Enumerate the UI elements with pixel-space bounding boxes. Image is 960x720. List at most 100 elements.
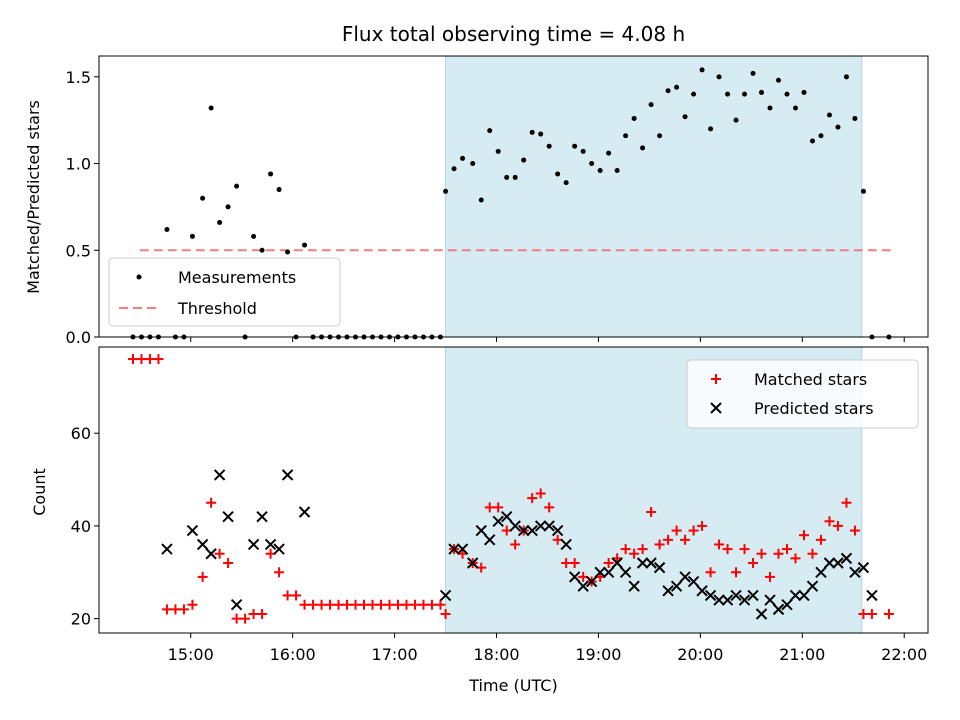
predicted-point (636, 557, 649, 569)
predicted-point-b (273, 543, 285, 555)
predicted-point (747, 589, 759, 602)
predicted-point-b (713, 594, 725, 606)
top-y-axis-label: Matched/Predicted stars (24, 100, 43, 294)
predicted-point (713, 594, 725, 606)
matched-point (401, 599, 412, 610)
measurement-point (580, 148, 586, 154)
chart-title: Flux total observing time = 4.08 h (342, 22, 685, 46)
predicted-point-b (568, 571, 581, 583)
measurement-point (555, 171, 561, 177)
predicted-point-b (602, 566, 615, 578)
predicted-point-b (475, 524, 487, 537)
legend-plus-mark (711, 374, 721, 384)
predicted-point (500, 510, 513, 523)
predicted-point (509, 520, 521, 532)
matched-point (535, 488, 546, 499)
measurement-point (648, 102, 654, 108)
measurement-point (521, 157, 527, 163)
measurement-point (529, 129, 535, 135)
matched-point (832, 520, 843, 531)
measurement-point (164, 226, 170, 232)
matched-point (569, 558, 580, 569)
predicted-point (696, 585, 708, 597)
measurement-point (614, 167, 620, 173)
predicted-point (721, 594, 734, 606)
matched-point (308, 599, 319, 610)
measurement-point (826, 112, 832, 118)
matched-point (206, 497, 217, 508)
predicted-point (196, 538, 209, 551)
predicted-point (730, 589, 742, 602)
matched-point (392, 599, 403, 610)
predicted-point-b (653, 561, 666, 574)
x-tick-label: 15:00 (168, 645, 214, 664)
legend-label-threshold: Threshold (177, 299, 257, 318)
matched-point (815, 534, 826, 545)
predicted-point (866, 589, 878, 602)
predicted-point-b (670, 580, 683, 592)
matched-point (849, 525, 860, 536)
predicted-point-b (611, 557, 623, 569)
matched-point (714, 539, 725, 550)
matched-point (646, 507, 657, 518)
predicted-point (662, 585, 674, 597)
matched-point (214, 548, 225, 559)
predicted-point-b (840, 552, 853, 565)
predicted-point-b (585, 575, 598, 588)
predicted-point-b (764, 594, 776, 606)
top-y-tick-label: 1.5 (66, 68, 91, 87)
predicted-point-b (161, 543, 173, 555)
predicted-point-b (484, 534, 496, 546)
measurement-point (470, 161, 476, 167)
predicted-point (585, 575, 598, 588)
matched-point (765, 571, 776, 582)
bottom-y-tick-label: 60 (71, 424, 91, 443)
predicted-point (222, 510, 234, 523)
predicted-point-b (679, 571, 691, 583)
matched-point (342, 599, 353, 610)
predicted-point-b (456, 543, 469, 555)
measurement-point (234, 183, 240, 189)
predicted-point (560, 538, 572, 551)
top-shaded-interval (445, 55, 863, 338)
measurement-point (716, 74, 722, 80)
legend-marker-measurements (136, 274, 142, 280)
measurement-point (725, 91, 731, 97)
predicted-point (281, 469, 294, 481)
predicted-point-b (730, 589, 742, 602)
predicted-point (789, 589, 802, 602)
measurement-point (597, 167, 603, 173)
predicted-point-b (543, 520, 555, 532)
measurement-point (276, 187, 282, 193)
predicted-point (205, 548, 217, 560)
predicted-point (798, 589, 810, 602)
predicted-point (230, 599, 243, 611)
predicted-point (602, 566, 615, 578)
measurement-point (657, 133, 663, 139)
predicted-point-b (619, 566, 632, 578)
predicted-point-b (517, 524, 530, 537)
matched-point (739, 544, 750, 555)
x-tick-label: 19:00 (575, 645, 621, 664)
measurement-point (606, 150, 612, 156)
predicted-point (653, 561, 666, 574)
matched-point (367, 599, 378, 610)
measurement-point (285, 249, 291, 255)
predicted-point (456, 543, 469, 555)
bottom-legend-box (686, 359, 919, 429)
predicted-point (448, 543, 460, 555)
matched-point (866, 608, 877, 619)
predicted-point (704, 589, 717, 602)
predicted-point-b (849, 566, 861, 578)
predicted-point (764, 594, 776, 606)
matched-point (654, 539, 665, 550)
predicted-point (738, 594, 751, 606)
matched-point (282, 590, 293, 601)
predicted-points (161, 469, 878, 620)
matched-point (440, 608, 451, 619)
predicted-point-b (781, 599, 793, 611)
predicted-point-b (806, 580, 819, 592)
matched-point (350, 599, 361, 610)
matched-point (824, 516, 835, 527)
